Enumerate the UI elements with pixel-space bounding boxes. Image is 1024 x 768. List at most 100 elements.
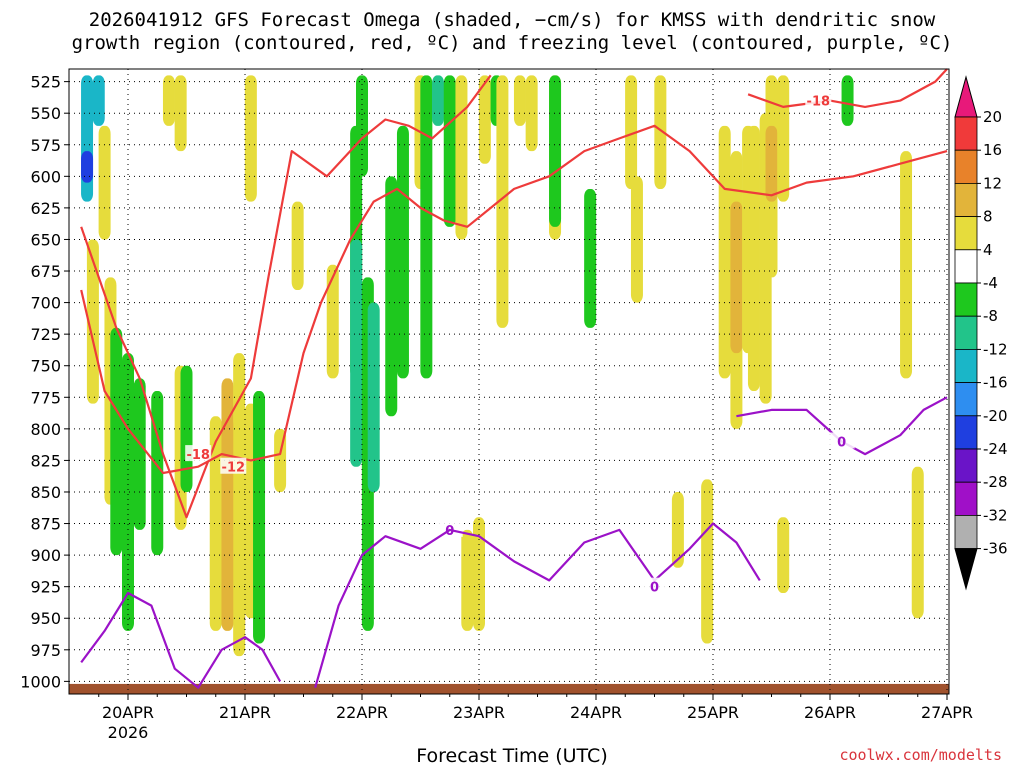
y-axis: 525 550 575 600 625 650 675 700 725 750 775 800 825 8… bbox=[20, 73, 69, 691]
omega-cell bbox=[432, 75, 445, 126]
colorbar-swatch bbox=[954, 249, 978, 284]
omega-cell bbox=[86, 239, 99, 404]
dgz-contour-label: -12 bbox=[222, 461, 246, 476]
colorbar: 20 16 12 8 4 -4 -8 -12 -16 -20 -24 -28 -32 -36 bbox=[954, 75, 1008, 591]
x-tick-label: 26APR bbox=[804, 703, 856, 722]
omega-cell bbox=[841, 75, 854, 126]
snow-growth-contours: -18 -12 -18 bbox=[80, 68, 948, 519]
omega-cell bbox=[584, 188, 597, 328]
colorbar-swatch bbox=[954, 448, 978, 483]
colorbar-label: -24 bbox=[983, 440, 1008, 458]
x-axis-label: Forecast Time (UTC) bbox=[416, 745, 608, 767]
y-tick-label: 625 bbox=[30, 199, 61, 218]
omega-cell bbox=[133, 378, 146, 530]
omega-cell bbox=[81, 151, 94, 183]
y-tick-label: 525 bbox=[30, 73, 61, 92]
colorbar-label: 4 bbox=[983, 241, 993, 259]
omega-cell bbox=[461, 529, 474, 631]
freezing-contour-line bbox=[314, 522, 761, 689]
freezing-contour-line bbox=[80, 591, 282, 689]
x-tick-label: 20APR bbox=[102, 703, 154, 722]
colorbar-label: 8 bbox=[983, 208, 993, 226]
freezing-contour-label: 0 bbox=[445, 524, 454, 539]
y-tick-label: 925 bbox=[30, 578, 61, 597]
dgz-contour-line bbox=[80, 124, 948, 475]
credit-link[interactable]: coolwx.com/modelts bbox=[839, 746, 1002, 764]
colorbar-swatch bbox=[954, 415, 978, 450]
omega-cell bbox=[718, 125, 731, 379]
freezing-contour-label-bg bbox=[828, 432, 855, 449]
omega-shading bbox=[81, 75, 924, 657]
y-tick-label: 975 bbox=[30, 641, 61, 660]
colorbar-swatch bbox=[954, 382, 978, 417]
chart-title-line-1: 2026041912 GFS Forecast Omega (shaded, −… bbox=[88, 9, 936, 31]
colorbar-swatch bbox=[954, 515, 978, 550]
omega-cell bbox=[549, 75, 562, 227]
dgz-contour-line bbox=[747, 68, 948, 108]
colorbar-label: -8 bbox=[983, 307, 998, 325]
colorbar-label: -32 bbox=[983, 506, 1008, 524]
y-tick-label: 650 bbox=[30, 230, 61, 249]
omega-cell bbox=[911, 466, 924, 619]
colorbar-bottom-arrow bbox=[954, 548, 978, 591]
dgz-contour-label: -18 bbox=[807, 95, 831, 110]
colorbar-label: -28 bbox=[983, 473, 1008, 491]
y-tick-label: 950 bbox=[30, 609, 61, 628]
omega-cell bbox=[356, 75, 368, 177]
omega-cell bbox=[180, 365, 193, 492]
dgz-contour-label-bg bbox=[805, 91, 832, 108]
omega-cell bbox=[350, 239, 363, 467]
freezing-contour-label: 0 bbox=[837, 435, 846, 450]
terrain bbox=[69, 683, 949, 694]
omega-cell bbox=[443, 75, 456, 227]
colorbar-swatch bbox=[954, 116, 978, 151]
freezing-level-contours: 0 0 0 bbox=[80, 396, 948, 689]
colorbar-top-arrow bbox=[954, 75, 978, 118]
omega-cell bbox=[625, 75, 638, 189]
y-tick-label: 875 bbox=[30, 515, 61, 534]
omega-cell bbox=[291, 201, 304, 290]
omega-cell bbox=[525, 75, 538, 152]
y-tick-label: 550 bbox=[30, 104, 61, 123]
omega-cell bbox=[233, 353, 246, 657]
colorbar-swatch bbox=[954, 315, 978, 350]
omega-cell bbox=[209, 416, 222, 631]
colorbar-label: -20 bbox=[983, 407, 1008, 425]
omega-cell bbox=[221, 378, 234, 631]
omega-cell bbox=[420, 75, 433, 379]
omega-cell bbox=[747, 125, 760, 391]
y-tick-label: 600 bbox=[30, 167, 61, 186]
omega-cell bbox=[630, 176, 643, 303]
colorbar-swatch bbox=[954, 216, 978, 251]
colorbar-swatch bbox=[954, 348, 978, 383]
y-tick-label: 850 bbox=[30, 483, 61, 502]
omega-cell bbox=[777, 517, 790, 593]
omega-cell bbox=[478, 75, 491, 164]
omega-cell bbox=[174, 75, 187, 152]
omega-cell bbox=[151, 390, 164, 556]
colorbar-label: 12 bbox=[983, 174, 1002, 192]
x-tick-label: 21APR bbox=[219, 703, 271, 722]
x-tick-label: 22APR bbox=[336, 703, 388, 722]
omega-cell bbox=[777, 75, 790, 202]
omega-cell bbox=[110, 327, 123, 556]
omega-cell bbox=[654, 75, 667, 189]
y-tick-label: 675 bbox=[30, 262, 61, 281]
y-tick-label: 800 bbox=[30, 420, 61, 439]
x-tick-label: 25APR bbox=[687, 703, 739, 722]
y-tick-label: 700 bbox=[30, 294, 61, 313]
chart-title-line-2: growth region (contoured, red, ºC) and f… bbox=[71, 32, 953, 54]
y-tick-label: 1000 bbox=[20, 672, 61, 691]
omega-cell bbox=[701, 479, 714, 644]
colorbar-swatch bbox=[954, 481, 978, 516]
omega-cell bbox=[396, 125, 409, 379]
plot-frame bbox=[68, 68, 950, 695]
omega-cell bbox=[253, 390, 266, 644]
omega-cell bbox=[244, 75, 257, 202]
colorbar-label: 16 bbox=[983, 141, 1002, 159]
omega-cell bbox=[455, 75, 468, 240]
y-tick-label: 775 bbox=[30, 388, 61, 407]
omega-cell bbox=[765, 125, 778, 202]
